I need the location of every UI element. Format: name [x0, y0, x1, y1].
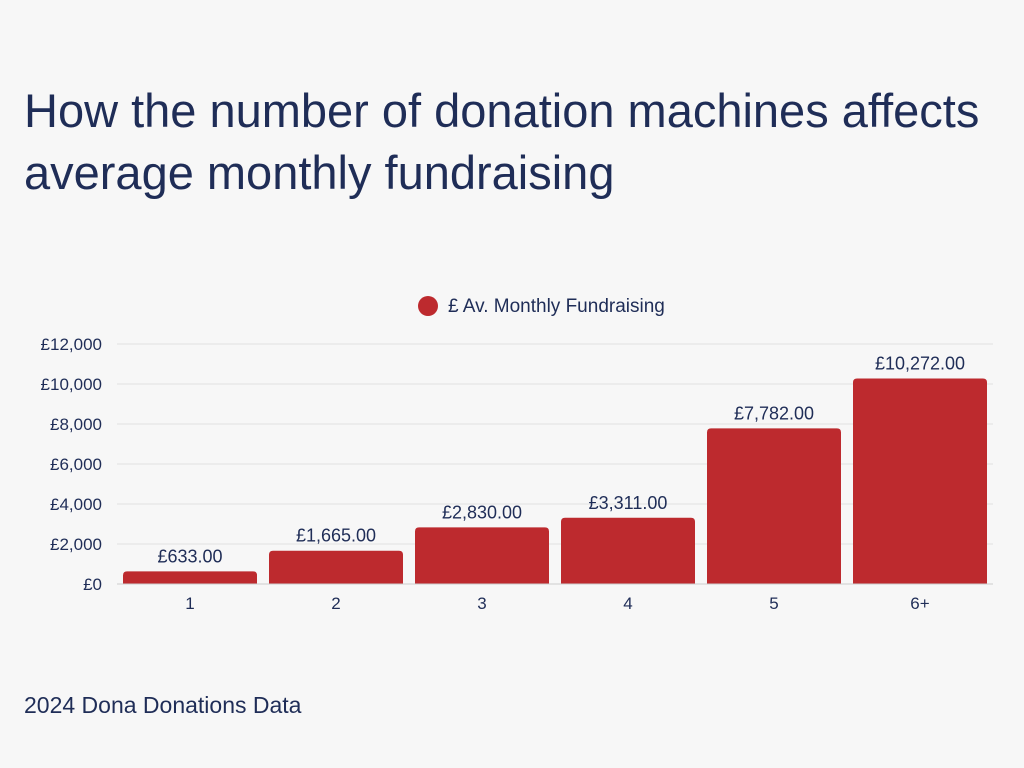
bars: £633.00 £1,665.00 £2,830.00 £3,311.00 £7,782… [123, 354, 987, 584]
bar [561, 517, 695, 584]
y-tick-label: £2,000 [50, 535, 102, 554]
y-tick-label: £10,000 [41, 375, 102, 394]
bar-value-label: £10,272.00 [875, 354, 965, 374]
legend: £ Av. Monthly Fundraising [418, 296, 665, 317]
bar-value-label: £3,311.00 [589, 493, 668, 513]
y-tick-label: £0 [83, 575, 102, 594]
x-tick-label: 6+ [910, 594, 929, 613]
y-tick-label: £6,000 [50, 455, 102, 474]
legend-marker [418, 296, 438, 316]
bar [123, 571, 257, 584]
y-tick-label: £8,000 [50, 415, 102, 434]
y-axis: £0 £2,000 £4,000 £6,000 £8,000 £10,000 £12,000 [41, 335, 102, 594]
x-tick-label: 2 [331, 594, 340, 613]
bar-value-label: £7,782.00 [734, 403, 814, 423]
bar [707, 428, 841, 584]
source-note: 2024 Dona Donations Data [24, 692, 302, 718]
bar [269, 550, 403, 584]
bar [853, 378, 987, 584]
bar-value-label: £1,665.00 [296, 526, 376, 546]
y-tick-label: £12,000 [41, 335, 102, 354]
bar-value-label: £633.00 [157, 546, 222, 566]
x-tick-label: 5 [769, 594, 778, 613]
gridlines [117, 343, 993, 585]
bar-chart: £ Av. Monthly Fundraising £0 £2,000 £4,000… [41, 296, 993, 613]
x-tick-label: 3 [477, 594, 486, 613]
bar-value-label: £2,830.00 [442, 502, 522, 522]
x-tick-label: 1 [185, 594, 194, 613]
x-axis: 1 2 3 4 5 6+ [117, 583, 993, 613]
y-tick-label: £4,000 [50, 495, 102, 514]
page-title: How the number of donation machines affe… [24, 84, 980, 199]
legend-label: £ Av. Monthly Fundraising [448, 296, 665, 317]
bar [415, 527, 549, 584]
x-tick-label: 4 [623, 594, 632, 613]
